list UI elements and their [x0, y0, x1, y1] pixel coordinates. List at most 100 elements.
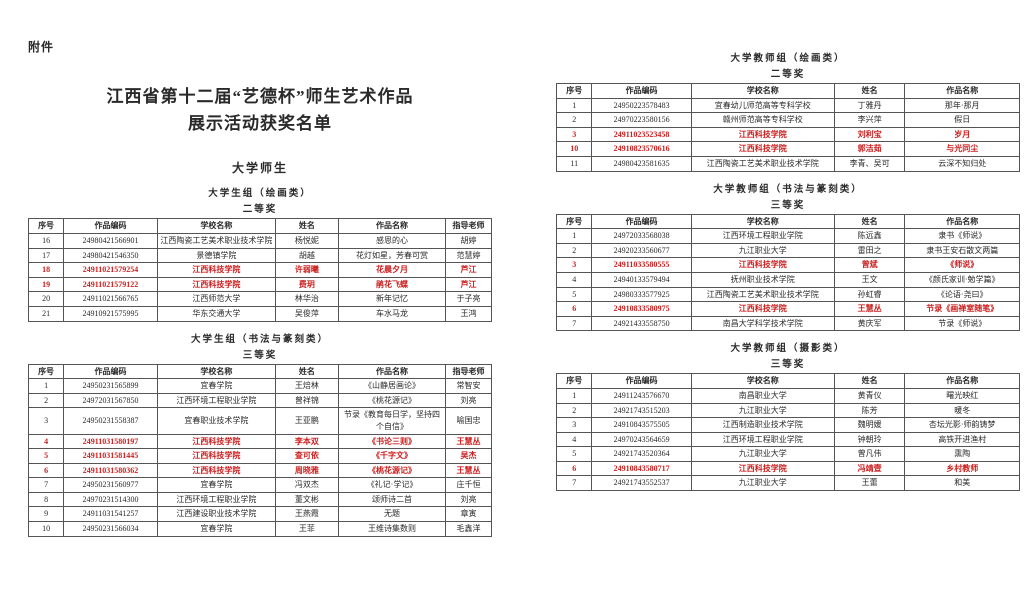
table-cell: 10	[555, 141, 593, 157]
table-cell: 24950223578483	[591, 97, 692, 114]
table-cell: 24910843575505	[591, 417, 692, 433]
group-heading: 大学生组（绘画类）	[208, 189, 312, 200]
table-cell: 24911021579122	[63, 276, 158, 293]
awards-table-students-painting: 序号 作品编码 学校名称 姓名 作品名称 指导老师 16 24980421566901 江西陶…	[27, 218, 493, 322]
table-cell: 于子亮	[444, 291, 493, 307]
column-header: 序号	[555, 373, 593, 389]
table-cell: 6	[27, 462, 65, 479]
table-cell: 九江职业大学	[690, 242, 835, 259]
header-row: 序号 作品编码 学校名称 姓名 作品名称 指导老师	[27, 218, 493, 234]
table-cell: 《千字文》	[338, 448, 446, 464]
table-row: 18 24911021579254 江西科技学院 许弱曦 花晨夕月 芦江	[27, 262, 493, 278]
document-title: 江西省第十二届“艺德杯”师生艺术作品 展示活动获奖名单	[28, 83, 492, 137]
table-row: 3 24911023523458 江西科技学院 刘利宝 岁月	[555, 126, 1020, 143]
table-row: 4 24970243564659 江西环境工程职业学院 钟朝玲 高铁开进渔村	[555, 431, 1020, 448]
table-cell: 王慧丛	[444, 433, 493, 450]
table-cell: 王慧丛	[444, 462, 493, 479]
table-cell: 花灯如星，芳春可赏	[338, 247, 446, 264]
table-cell: 1	[555, 97, 593, 114]
table-cell: 24940133579494	[591, 271, 692, 288]
table-cell: 24950231560977	[63, 477, 158, 493]
table-cell: 丁雅丹	[833, 97, 906, 114]
column-header: 姓名	[274, 218, 340, 234]
table-cell: 江西科技学院	[690, 301, 835, 317]
table-cell: 2	[555, 112, 593, 128]
award-heading: 二等奖	[770, 70, 806, 80]
table-cell: 24910921575995	[63, 305, 158, 322]
table-cell: 林华治	[274, 291, 340, 307]
table-row: 21 24910921575995 华东交通大学 吴俊萍 车水马龙 王鸿	[27, 305, 493, 322]
table-cell: 钟朝玲	[833, 431, 906, 448]
table-cell: 无题	[338, 506, 446, 523]
table-cell: 杏坛光影·师韵铸梦	[904, 417, 1020, 433]
table-block-teachers-painting: 大学教师组（绘画类） 二等奖 序号 作品编码 学校名称 姓名 作品名称 1 2495022…	[555, 50, 1020, 172]
awards-table-teachers-photography: 序号 作品编码 学校名称 姓名 作品名称 1 24911243576670 南昌职业大学 黄青…	[555, 373, 1020, 492]
table-cell: 宜春学院	[156, 477, 276, 493]
table-cell: 杨悦妮	[274, 232, 340, 249]
table-cell: 南昌职业大学	[690, 387, 835, 404]
table-cell: 芦江	[444, 262, 493, 278]
table-cell: 3	[555, 126, 593, 143]
table-cell: 与光同尘	[904, 141, 1020, 157]
table-cell: 江西科技学院	[156, 448, 276, 464]
column-header: 作品编码	[63, 363, 158, 380]
section-heading: 大学师生	[231, 161, 288, 176]
table-cell: 王鸿	[444, 305, 493, 322]
table-block-students-painting: 大学生组（绘画类） 二等奖 序号 作品编码 学校名称 姓名 作品名称 指导老师 16 249…	[27, 185, 493, 322]
table-cell: 新年记忆	[338, 291, 446, 307]
table-row: 5 24980333577925 江西陶瓷工艺美术职业技术学院 孙虹睿 《论语·尧曰》	[555, 286, 1020, 303]
table-cell: 江西制造职业技术学院	[690, 417, 835, 433]
table-cell: 赣州师范高等专科学校	[690, 112, 835, 128]
column-header: 作品编码	[591, 83, 692, 99]
table-cell: 江西科技学院	[690, 126, 835, 143]
table-cell: 24920233560677	[591, 242, 692, 259]
table-cell: 王蕾	[833, 475, 906, 492]
table-row: 1 24950223578483 宜春幼儿师范高等专科学校 丁雅丹 那年·那月	[555, 97, 1020, 114]
table-cell: 24911031581445	[63, 448, 158, 464]
table-cell: 九江职业大学	[690, 475, 835, 492]
table-row: 11 24980423581635 江西陶瓷工艺美术职业技术学院 李青、吴可 云深不知归…	[555, 155, 1020, 172]
table-cell: 24921743515203	[591, 402, 692, 419]
header-row: 序号 作品编码 学校名称 姓名 作品名称	[555, 213, 1020, 230]
table-cell: 24950231565899	[63, 378, 158, 394]
table-cell: 吴俊萍	[274, 305, 340, 322]
table-row: 17 24980421546350 景德镇学院 胡越 花灯如星，芳春可赏 范慧婷	[27, 247, 493, 264]
column-header: 序号	[27, 363, 65, 380]
table-cell: 喻国忠	[444, 407, 493, 435]
table-cell: 2	[555, 402, 593, 419]
table-row: 20 24911021566765 江西师范大学 林华治 新年记忆 于子亮	[27, 291, 493, 307]
table-cell: 隶书《师说》	[904, 228, 1020, 244]
table-cell: 宜春幼儿师范高等专科学校	[690, 97, 835, 114]
table-cell: 宜春职业技术学院	[156, 407, 276, 435]
table-cell: 曾凡伟	[833, 446, 906, 462]
award-heading: 三等奖	[770, 360, 806, 371]
table-cell: 暖冬	[904, 402, 1020, 419]
table-cell: 抚州职业技术学院	[690, 271, 835, 288]
table-cell: 宜春学院	[156, 521, 276, 537]
document-title-line2: 展示活动获奖名单	[188, 114, 332, 134]
document-left-column: 附件 江西省第十二届“艺德杯”师生艺术作品 展示活动获奖名单 大学师生 大学生组…	[27, 0, 493, 537]
table-cell: 江西科技学院	[156, 462, 276, 479]
table-cell: 24970243564659	[591, 431, 692, 448]
table-cell: 3	[27, 407, 65, 435]
table-cell: 江西陶瓷工艺美术职业技术学院	[690, 286, 835, 303]
table-cell: 24911023523458	[591, 126, 692, 143]
column-header: 作品名称	[338, 363, 446, 380]
column-header: 姓名	[833, 213, 906, 230]
table-cell: 冯靖壹	[833, 460, 906, 477]
column-header: 作品名称	[338, 218, 446, 234]
table-cell: 常智安	[444, 378, 493, 394]
table-cell: 24972031567850	[63, 392, 158, 409]
table-cell: 《论语·尧曰》	[904, 286, 1020, 303]
column-header: 作品名称	[904, 373, 1020, 389]
table-cell: 2	[555, 242, 593, 259]
column-header: 姓名	[274, 363, 340, 380]
table-cell: 岁月	[904, 126, 1020, 143]
table-cell: 24911021579254	[63, 262, 158, 278]
table-cell: 江西科技学院	[156, 262, 276, 278]
header-row: 序号 作品编码 学校名称 姓名 作品名称	[555, 373, 1020, 389]
table-cell: 4	[555, 271, 593, 288]
header-row: 序号 作品编码 学校名称 姓名 作品名称 指导老师	[27, 363, 493, 380]
awards-table-students-calligraphy: 序号 作品编码 学校名称 姓名 作品名称 指导老师 1 24950231565899 宜春学院…	[27, 363, 493, 537]
table-cell: 24921743520364	[591, 446, 692, 462]
